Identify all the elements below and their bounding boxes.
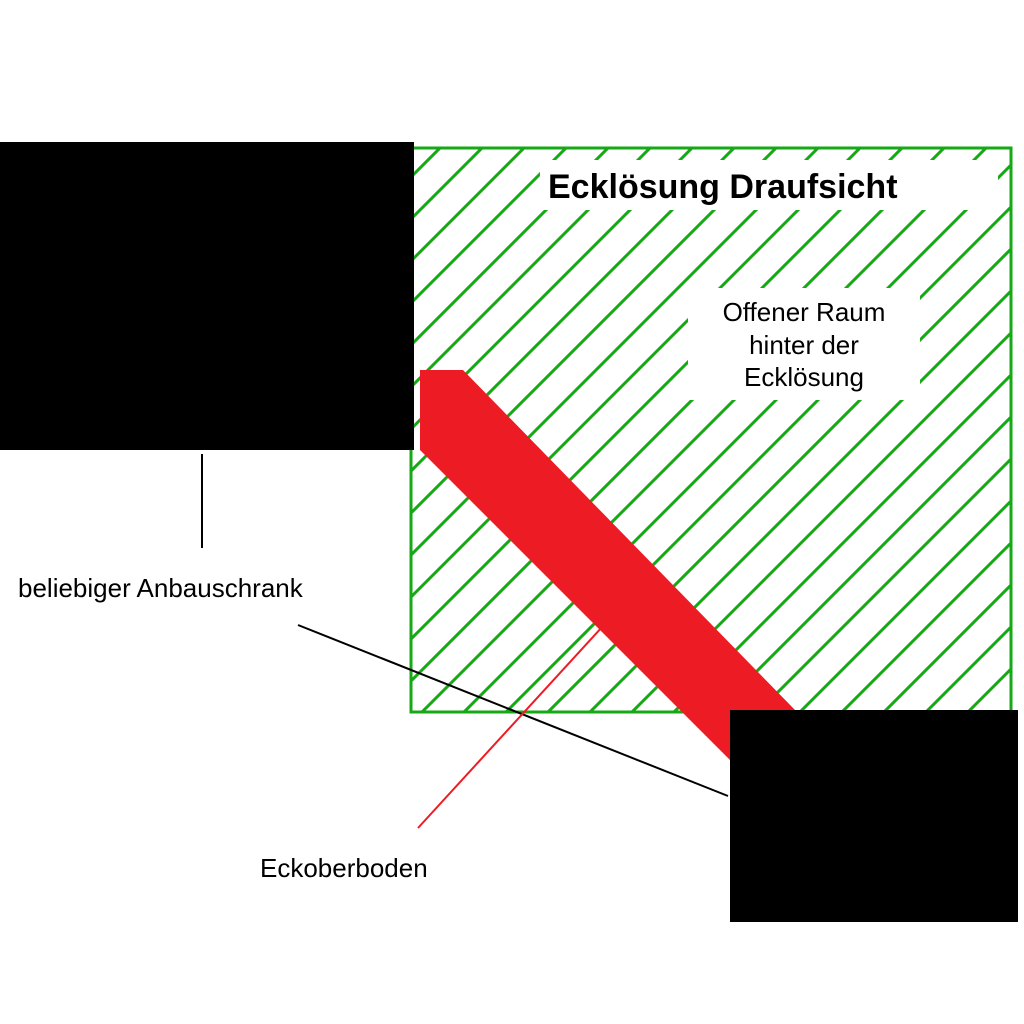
left-cabinet-shape bbox=[0, 142, 414, 450]
right-cabinet-shape bbox=[730, 710, 1018, 922]
corner-solution-diagram bbox=[0, 0, 1024, 1024]
open-space-label: Offener Raum hinter der Ecklösung bbox=[700, 296, 908, 394]
open-space-label-line2: hinter der bbox=[749, 330, 859, 360]
open-space-label-line1: Offener Raum bbox=[723, 297, 886, 327]
corner-board-label: Eckoberboden bbox=[260, 852, 428, 885]
open-space-label-line3: Ecklösung bbox=[744, 362, 864, 392]
diagram-title: Ecklösung Draufsicht bbox=[548, 166, 898, 209]
any-cabinet-label: beliebiger Anbauschrank bbox=[18, 572, 303, 605]
diagram-stage: Ecklösung Draufsicht Offener Raum hinter… bbox=[0, 0, 1024, 1024]
